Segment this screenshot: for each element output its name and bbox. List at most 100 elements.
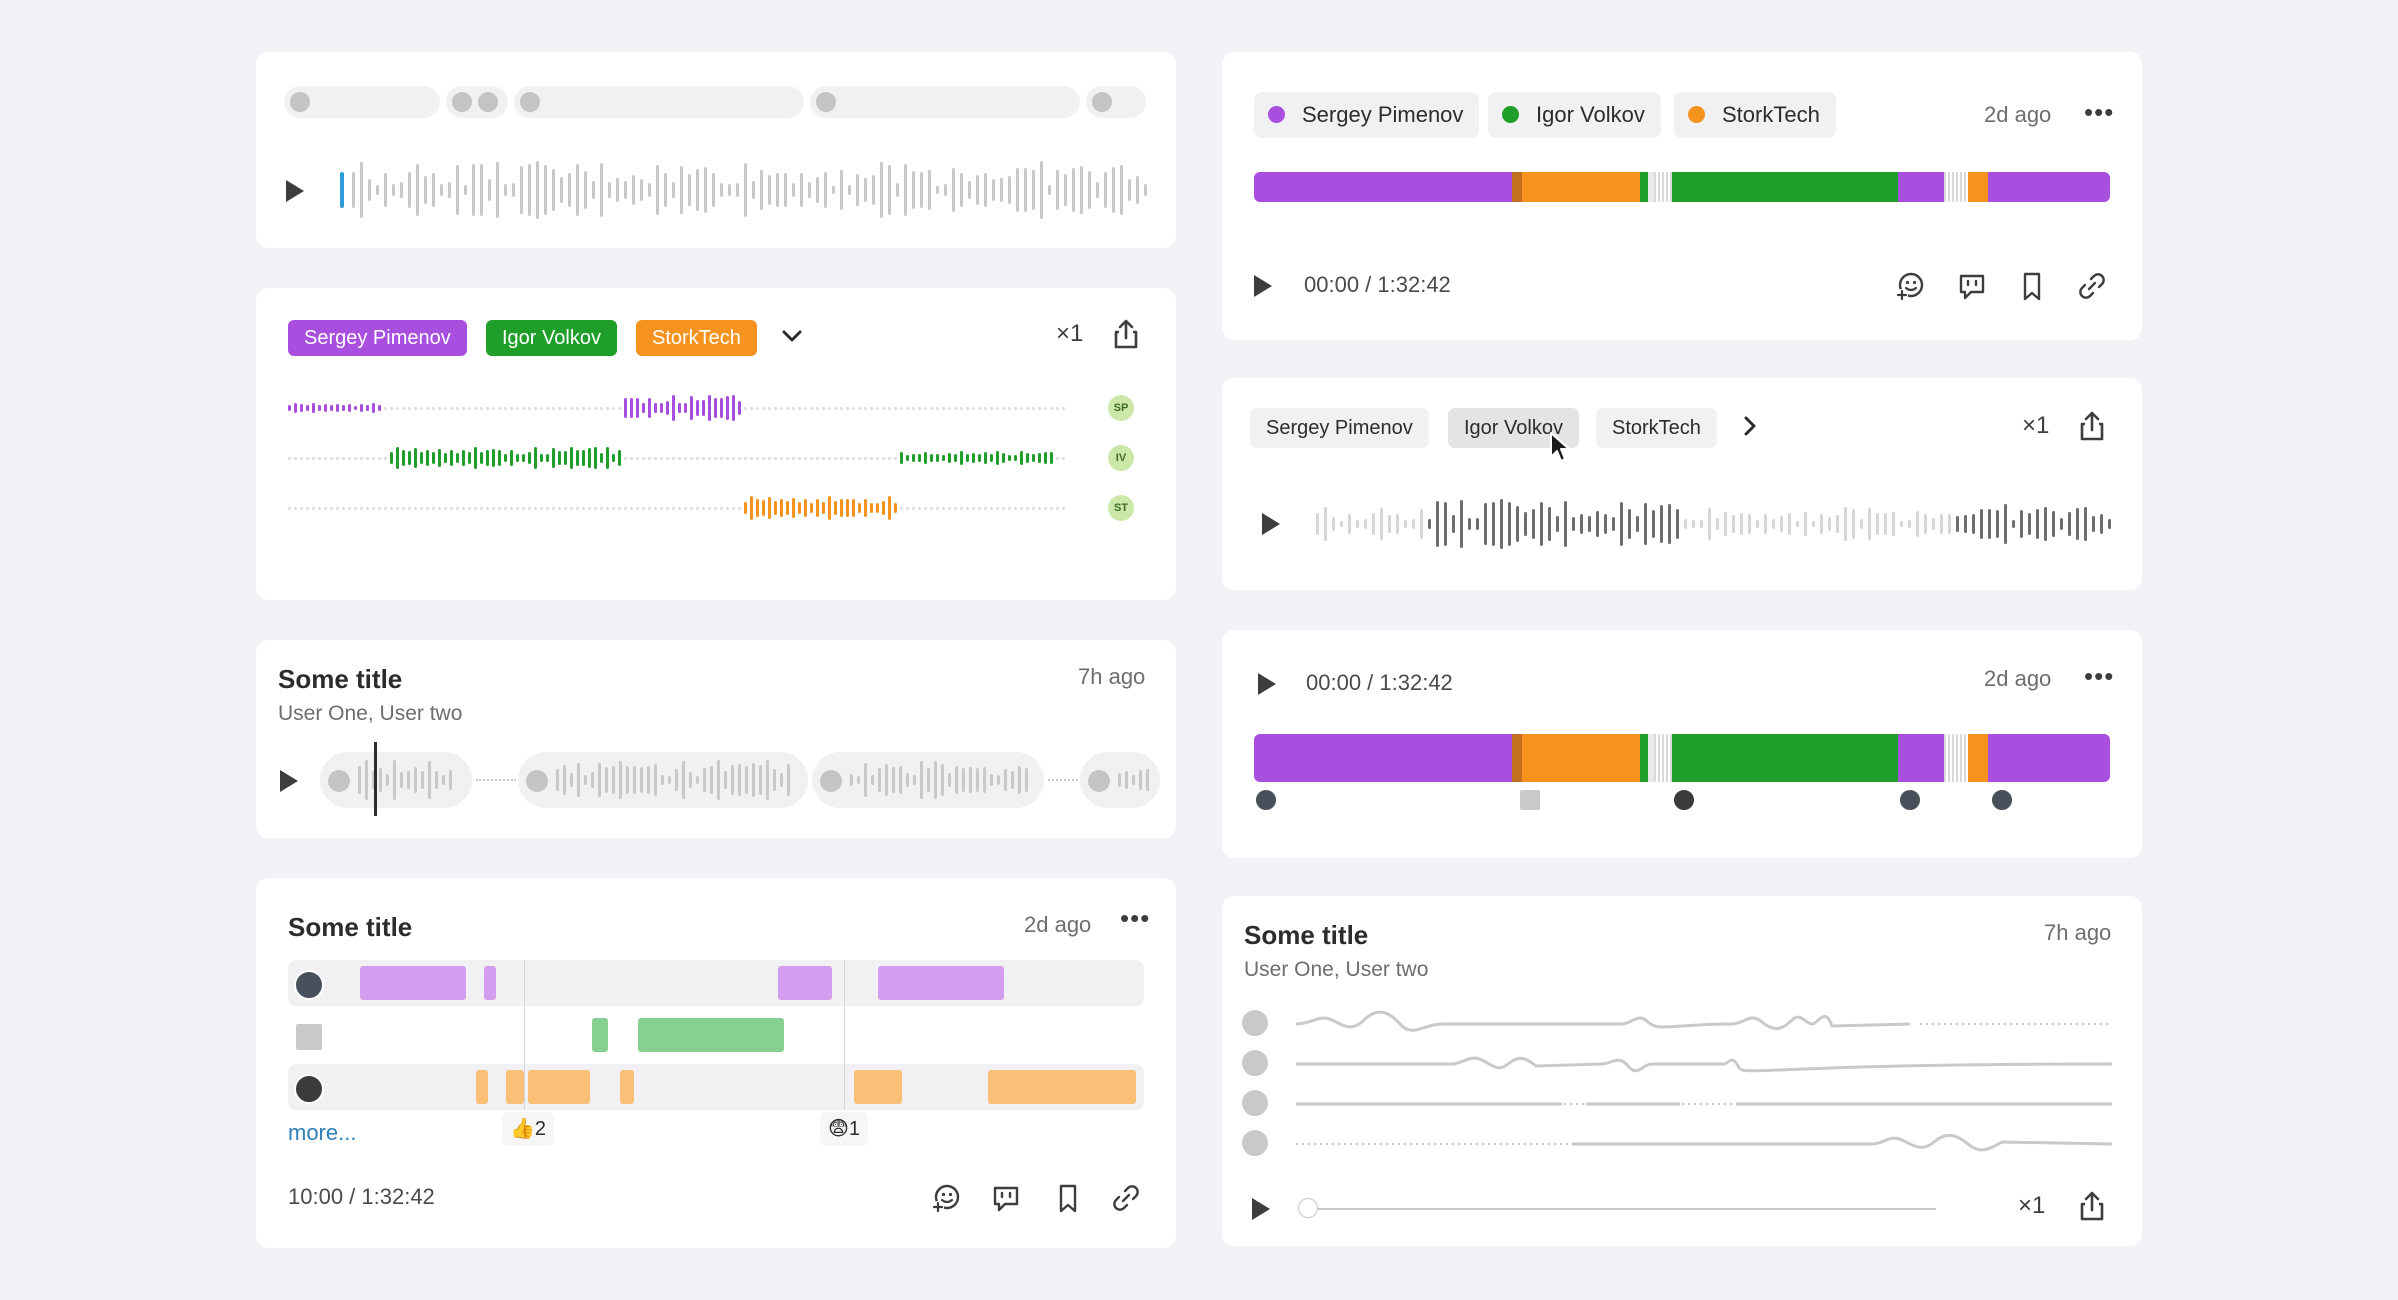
chevron-down-icon[interactable] — [776, 320, 808, 352]
timeline-lane[interactable] — [288, 960, 1144, 1006]
avatar-icon[interactable] — [1672, 788, 1696, 812]
speaker-chip-iv[interactable]: Igor Volkov — [486, 320, 617, 356]
chapter-wave[interactable] — [320, 752, 472, 808]
share-icon[interactable] — [1108, 316, 1144, 352]
speech-segment[interactable] — [506, 1070, 524, 1104]
more-link[interactable]: more... — [288, 1120, 357, 1145]
waveform[interactable] — [1316, 494, 2116, 554]
avatar-icon[interactable] — [1240, 1008, 1270, 1038]
recording-title[interactable]: Some title — [288, 912, 413, 942]
play-icon[interactable] — [286, 180, 304, 202]
speaker-timeline-bar[interactable] — [1254, 172, 2110, 202]
play-icon[interactable] — [1252, 1198, 1270, 1220]
speech-segment[interactable] — [592, 1018, 608, 1052]
speaker-track-iv[interactable] — [288, 438, 1078, 478]
speaker-chip-sp[interactable]: Sergey Pimenov — [288, 320, 467, 356]
speech-segment[interactable] — [484, 966, 496, 1000]
avatar-icon[interactable] — [1240, 1048, 1270, 1078]
speech-segment[interactable] — [638, 1018, 784, 1052]
speaker-pill-sp[interactable]: Sergey Pimenov — [1254, 92, 1480, 138]
comment-icon[interactable] — [1954, 268, 1990, 304]
speech-segment[interactable] — [988, 1070, 1136, 1104]
recording-title[interactable]: Some title — [278, 664, 403, 694]
wave-bar — [678, 402, 681, 414]
play-icon[interactable] — [280, 770, 298, 792]
progress-thumb[interactable] — [1298, 1198, 1318, 1218]
wave-bar — [894, 456, 897, 460]
wave-bar — [1780, 515, 1783, 533]
play-icon[interactable] — [1258, 673, 1276, 695]
speaker-chip-st[interactable]: StorkTech — [636, 320, 757, 356]
avatar-icon[interactable] — [1990, 788, 2014, 812]
chevron-right-icon[interactable] — [1734, 410, 1766, 442]
more-icon[interactable]: ••• — [2084, 97, 2115, 127]
speech-segment[interactable] — [854, 1070, 902, 1104]
wave-bar — [474, 447, 477, 469]
avatar-icon[interactable] — [1254, 788, 1278, 812]
timeline-lane[interactable] — [288, 1064, 1144, 1110]
speaker-track-sp[interactable] — [288, 388, 1078, 428]
wave-bar — [846, 406, 849, 410]
speaker-filter-st[interactable]: StorkTech — [1596, 408, 1717, 448]
speed-button[interactable]: ×1 — [1056, 320, 1084, 347]
avatar-icon[interactable] — [1898, 788, 1922, 812]
avatar-icon[interactable] — [294, 1074, 324, 1104]
chapter-segment[interactable] — [446, 86, 508, 118]
speech-segment[interactable] — [778, 966, 832, 1000]
comment-icon[interactable] — [988, 1180, 1024, 1216]
wave-bar — [1014, 506, 1017, 510]
wave-bar — [776, 172, 779, 208]
avatar-icon[interactable] — [294, 970, 324, 1000]
waveform[interactable] — [352, 160, 1152, 220]
avatar-icon[interactable] — [1518, 788, 1542, 812]
reaction-badge[interactable]: 😨1 — [820, 1112, 868, 1146]
avatar-icon[interactable] — [1240, 1088, 1270, 1118]
wave-bar — [1884, 513, 1887, 535]
share-icon[interactable] — [2074, 408, 2110, 444]
speech-segment[interactable] — [360, 966, 466, 1000]
wave-bar — [680, 165, 683, 215]
avatar-icon[interactable] — [294, 1022, 324, 1052]
bookmark-icon[interactable] — [2014, 268, 2050, 304]
waveform — [556, 750, 806, 810]
wave-bar — [1476, 517, 1479, 531]
speaker-pill-st[interactable]: StorkTech — [1674, 92, 1836, 138]
add-reaction-icon[interactable] — [1892, 268, 1928, 304]
avatar-icon[interactable] — [1240, 1128, 1270, 1158]
link-icon[interactable] — [2074, 268, 2110, 304]
speaker-activity-lines[interactable] — [1292, 1006, 2112, 1166]
wave-bar — [996, 506, 999, 510]
speech-segment[interactable] — [620, 1070, 634, 1104]
speech-segment[interactable] — [476, 1070, 488, 1104]
reaction-badge[interactable]: 👍2 — [502, 1112, 555, 1146]
speaker-filter-sp[interactable]: Sergey Pimenov — [1250, 408, 1429, 448]
more-icon[interactable]: ••• — [2084, 661, 2115, 691]
timeline-lane[interactable] — [288, 1012, 1144, 1058]
speech-segment[interactable] — [878, 966, 1004, 1000]
speed-button[interactable]: ×1 — [2018, 1192, 2046, 1219]
chapter-segment[interactable] — [514, 86, 804, 118]
share-icon[interactable] — [2074, 1188, 2110, 1224]
wave-bar — [682, 761, 685, 799]
add-reaction-icon[interactable] — [928, 1180, 964, 1216]
speaker-track-st[interactable] — [288, 488, 1078, 528]
speed-button[interactable]: ×1 — [2022, 412, 2050, 439]
wave-bar — [942, 454, 945, 462]
wave-bar — [534, 506, 537, 510]
progress-track[interactable] — [1306, 1208, 1936, 1210]
more-icon[interactable]: ••• — [1120, 903, 1151, 933]
wave-bar — [822, 501, 825, 515]
play-icon[interactable] — [1254, 275, 1272, 297]
speaker-pill-iv[interactable]: Igor Volkov — [1488, 92, 1661, 138]
speech-segment[interactable] — [528, 1070, 590, 1104]
wave-bar — [1444, 501, 1447, 547]
chapter-segment[interactable] — [810, 86, 1080, 118]
speaker-timeline-bar[interactable] — [1254, 734, 2110, 782]
chapter-segment[interactable] — [1086, 86, 1146, 118]
chapter-segment[interactable] — [284, 86, 440, 118]
play-icon[interactable] — [1262, 513, 1280, 535]
recording-title[interactable]: Some title — [1244, 920, 1369, 950]
bookmark-icon[interactable] — [1050, 1180, 1086, 1216]
link-icon[interactable] — [1108, 1180, 1144, 1216]
wave-bar — [822, 406, 825, 410]
